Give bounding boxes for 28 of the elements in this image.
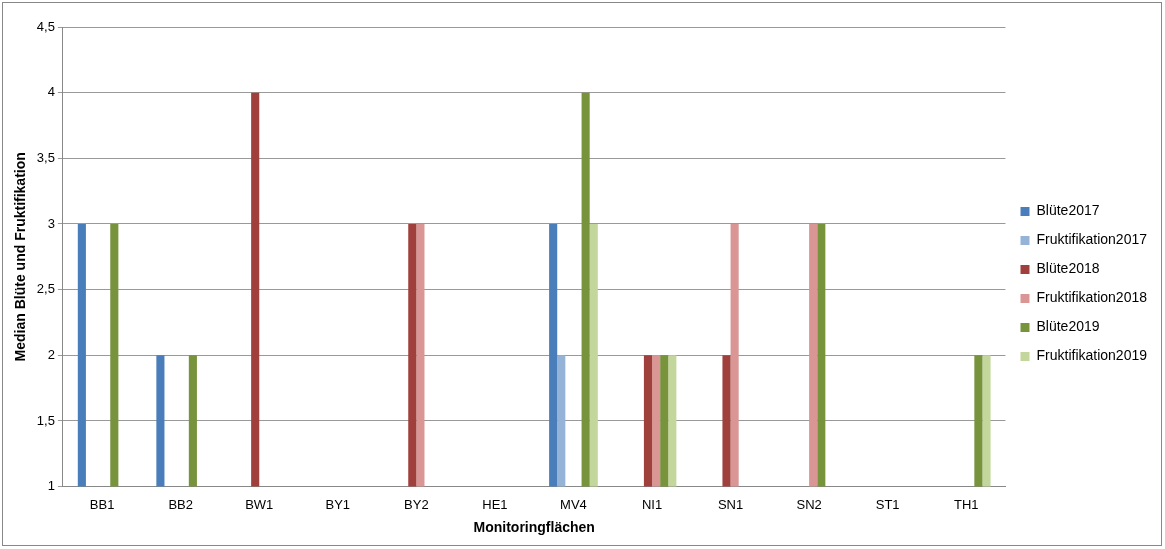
x-tick-label: SN2 xyxy=(796,496,822,512)
x-tick-label: NI1 xyxy=(641,496,663,512)
x-tick-label: TH1 xyxy=(953,496,979,512)
y-tick-label: 2 xyxy=(47,346,55,362)
legend-label: Blüte2018 xyxy=(1036,260,1100,277)
legend-label: Fruktifikation2019 xyxy=(1036,347,1148,364)
x-tick-label: BB2 xyxy=(168,496,193,512)
y-tick-label: 4,5 xyxy=(36,18,55,34)
legend-label: Fruktifikation2018 xyxy=(1036,289,1148,306)
legend-label: Blüte2019 xyxy=(1036,318,1100,335)
y-tick-label: 4 xyxy=(47,84,55,100)
x-tick-label: SN1 xyxy=(717,496,744,512)
y-tick-label: 1 xyxy=(47,478,55,494)
x-tick-label: BY1 xyxy=(325,496,351,512)
y-axis-title: Median Blüte und Fruktifikation xyxy=(12,152,29,362)
legend-label: Blüte2017 xyxy=(1036,202,1100,219)
y-tick-label: 3,5 xyxy=(36,149,55,165)
y-tick-label: 3 xyxy=(47,215,55,231)
x-tick-label: HE1 xyxy=(482,496,508,512)
legend-label: Fruktifikation2017 xyxy=(1036,231,1148,248)
x-tick-label: ST1 xyxy=(875,496,900,512)
x-tick-label: BB1 xyxy=(89,496,115,512)
y-tick-label: 1,5 xyxy=(36,412,55,428)
x-axis-title: Monitoringflächen xyxy=(473,519,595,536)
y-tick-label: 2,5 xyxy=(36,281,55,297)
x-tick-label: MV4 xyxy=(560,496,587,512)
x-tick-label: BW1 xyxy=(245,496,274,512)
x-tick-label: BY2 xyxy=(404,496,429,512)
